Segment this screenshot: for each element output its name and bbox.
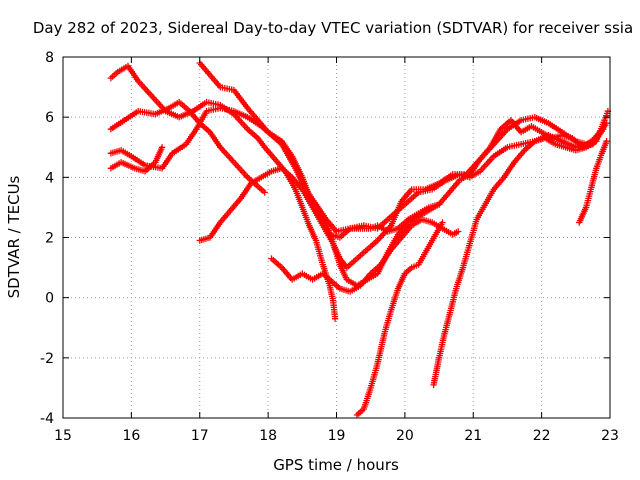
series-track-8 <box>295 171 443 241</box>
x-tick-label: 19 <box>328 428 346 444</box>
series-track-9 <box>353 219 446 419</box>
series-track-3 <box>107 104 603 235</box>
x-tick-label: 20 <box>396 428 414 444</box>
x-tick-label: 21 <box>464 428 482 444</box>
chart-title: Day 282 of 2023, Sidereal Day-to-day VTE… <box>33 19 633 37</box>
series-track-5 <box>196 59 610 271</box>
y-tick-label: 2 <box>45 231 54 247</box>
y-axis-title: SDTVAR / TECUs <box>5 175 23 298</box>
y-tick-label: 0 <box>45 291 54 307</box>
x-tick-label: 17 <box>191 428 209 444</box>
series-track-11 <box>576 138 610 226</box>
series-track-2 <box>107 98 268 196</box>
y-tick-label: 4 <box>45 170 54 186</box>
x-tick-label: 16 <box>122 428 140 444</box>
x-axis-title: GPS time / hours <box>273 456 399 474</box>
data-series <box>107 59 612 419</box>
y-tick-label: -2 <box>40 351 54 367</box>
x-tick-label: 23 <box>601 428 619 444</box>
y-tick-label: 6 <box>45 110 54 126</box>
x-tick-label: 18 <box>259 428 277 444</box>
y-tick-label: 8 <box>45 50 54 66</box>
x-tick-label: 15 <box>54 428 72 444</box>
x-tick-label: 22 <box>533 428 551 444</box>
series-track-4 <box>107 144 166 175</box>
y-tick-label: -4 <box>40 411 54 427</box>
x-axis-ticks: 15 16 17 18 19 20 21 22 23 <box>54 57 619 444</box>
series-track-7 <box>268 216 462 295</box>
y-axis-ticks: -4 -2 0 2 4 6 8 <box>40 50 610 427</box>
series-track-10 <box>430 108 612 389</box>
